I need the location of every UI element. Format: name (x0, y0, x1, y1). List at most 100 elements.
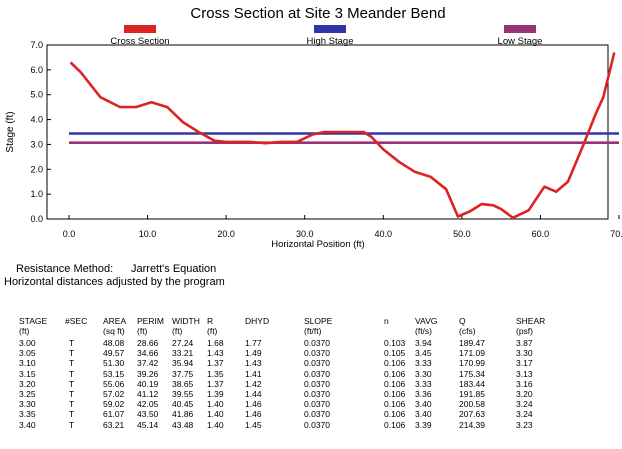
distance-note: Horizontal distances adjusted by the pro… (4, 276, 225, 288)
table-cell: 191.85 (459, 389, 485, 399)
table-cell: 175.34 (459, 368, 485, 379)
legend-swatch (124, 25, 156, 33)
table-cell: 3.39 (415, 419, 432, 430)
table-unit: (cfs) (459, 326, 476, 336)
legend-label: Cross Section (110, 36, 169, 47)
table-cell: T (69, 399, 75, 410)
table-cell: 0.106 (384, 409, 406, 420)
plot-frame (46, 44, 609, 220)
legend-label: Low Stage (498, 36, 543, 47)
table-cell: 3.10 (19, 358, 36, 369)
table-cell: T (69, 389, 75, 399)
table-cell: 1.46 (245, 409, 262, 420)
table-cell: 49.57 (103, 348, 125, 359)
table-cell: 1.42 (245, 378, 262, 389)
y-tick-label: 7.0 (30, 40, 43, 50)
table-unit: (psf) (516, 326, 533, 336)
table-header: WIDTH (172, 316, 200, 326)
table-cell: 35.94 (172, 358, 194, 369)
chart-title: Cross Section at Site 3 Meander Bend (190, 5, 445, 22)
table-cell: 0.106 (384, 378, 406, 389)
x-tick-label: 0.0 (63, 229, 76, 239)
table-header: PERIM (137, 316, 164, 326)
x-tick-label: 30.0 (296, 229, 314, 239)
table-cell: 0.0370 (304, 358, 330, 369)
table-cell: 0.0370 (304, 389, 330, 399)
table-cell: 28.66 (137, 338, 159, 348)
table-cell: 3.20 (19, 378, 36, 389)
table-unit: (ft) (207, 326, 218, 336)
table-cell: 3.23 (516, 419, 533, 430)
table-cell: 55.06 (103, 378, 125, 389)
table-cell: 1.45 (245, 419, 262, 430)
legend-swatch (314, 25, 346, 33)
table-cell: 0.105 (384, 348, 406, 359)
legend: Cross Section High Stage Low Stage (110, 25, 542, 47)
table-cell: 1.40 (207, 399, 224, 410)
table-cell: 61.07 (103, 409, 125, 420)
x-tick-label: 40.0 (375, 229, 393, 239)
x-axis-label: Horizontal Position (ft) (271, 239, 364, 250)
table-cell: 3.24 (516, 399, 533, 410)
table-cell: 0.0370 (304, 338, 330, 348)
table-cell: 3.35 (19, 409, 36, 420)
table-cell: 0.0370 (304, 378, 330, 389)
table-cell: 45.14 (137, 419, 159, 430)
table-cell: 3.36 (415, 389, 432, 399)
table-cell: 39.55 (172, 389, 194, 399)
table-cell: 51.30 (103, 358, 125, 369)
table-cell: 3.24 (516, 409, 533, 420)
table-cell: 0.0370 (304, 399, 330, 410)
table-cell: T (69, 368, 75, 379)
table-cell: 1.37 (207, 378, 224, 389)
table-cell: 53.15 (103, 368, 125, 379)
table-cell: 1.41 (245, 368, 262, 379)
table-cell: 3.30 (415, 368, 432, 379)
table-cell: 189.47 (459, 338, 485, 348)
table-cell: 42.05 (137, 399, 159, 410)
table-cell: 0.106 (384, 399, 406, 410)
table-header: AREA (103, 316, 127, 326)
table-cell: 1.68 (207, 338, 224, 348)
table-cell: 3.33 (415, 378, 432, 389)
table-cell: 170.99 (459, 358, 485, 369)
table-cell: 3.45 (415, 348, 432, 359)
table-cell: 1.43 (207, 348, 224, 359)
table-cell: 207.63 (459, 409, 485, 420)
table-cell: 0.106 (384, 368, 406, 379)
table-header: DHYD (245, 316, 270, 326)
cross-section-chart: Cross Section at Site 3 Meander Bend Cro… (5, 5, 622, 250)
table-cell: 59.02 (103, 399, 125, 410)
table-cell: 214.39 (459, 419, 485, 430)
table-cell: 3.17 (516, 358, 533, 369)
x-tick-label: 70.0 (610, 229, 622, 239)
table-cell: 3.13 (516, 368, 533, 379)
table-cell: 1.40 (207, 419, 224, 430)
table-cell: 1.77 (245, 338, 262, 348)
table-cell: 57.02 (103, 389, 125, 399)
table-cell: 41.86 (172, 409, 194, 420)
table-cell: 40.45 (172, 399, 194, 410)
y-tick-label: 6.0 (30, 65, 43, 75)
table-cell: T (69, 409, 75, 420)
table-unit: (ft/s) (415, 326, 432, 336)
x-tick-label: 60.0 (532, 229, 550, 239)
y-tick-label: 1.0 (30, 189, 43, 199)
table-cell: 3.30 (19, 399, 36, 410)
table-header: VAVG (415, 316, 438, 326)
table-cell: 200.58 (459, 399, 485, 410)
table-cell: 3.40 (19, 419, 36, 430)
table-cell: 3.00 (19, 338, 36, 348)
table-cell: 1.40 (207, 409, 224, 420)
x-tick-label: 20.0 (217, 229, 235, 239)
y-tick-label: 0.0 (30, 214, 43, 224)
table-cell: 37.42 (137, 358, 159, 369)
table-cell: 43.48 (172, 419, 194, 430)
table-cell: 1.43 (245, 358, 262, 369)
table-cell: 3.20 (516, 389, 533, 399)
table-header: SLOPE (304, 316, 333, 326)
legend-swatch (504, 25, 536, 33)
table-cell: 1.37 (207, 358, 224, 369)
resistance-method-value: Jarrett's Equation (131, 263, 217, 275)
table-header: Q (459, 316, 466, 326)
